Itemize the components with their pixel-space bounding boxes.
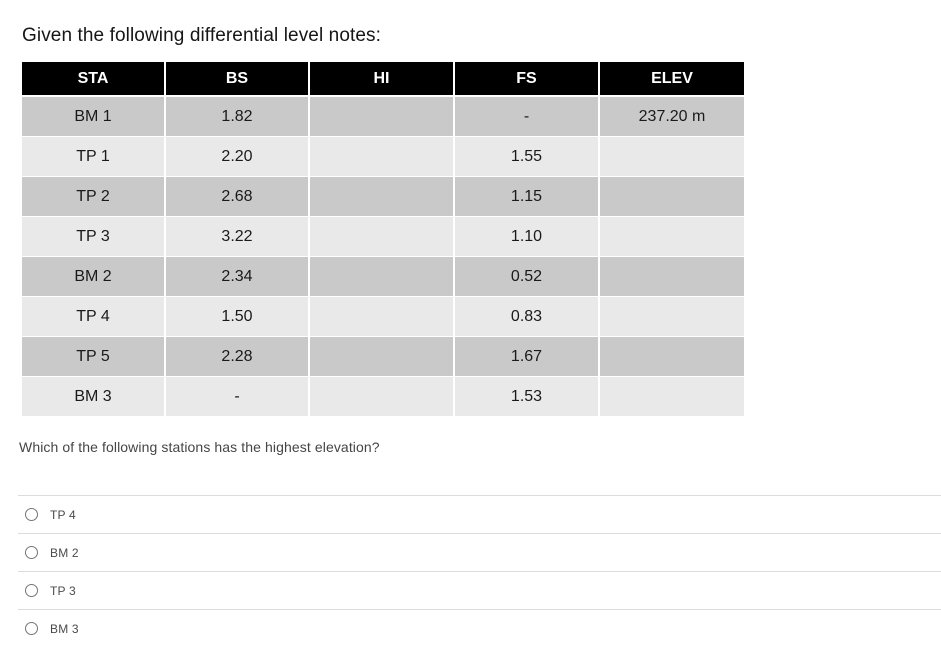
cell-bs: 2.28: [166, 337, 310, 377]
cell-hi: [310, 97, 455, 137]
column-header-elev: ELEV: [600, 62, 744, 97]
cell-sta: TP 5: [22, 337, 166, 377]
column-header-fs: FS: [455, 62, 600, 97]
option-label: TP 4: [50, 507, 76, 522]
cell-sta: BM 1: [22, 97, 166, 137]
option-row-tp3[interactable]: TP 3: [18, 571, 941, 609]
cell-fs: 1.10: [455, 217, 600, 257]
table-row: BM 2 2.34 0.52: [22, 257, 744, 297]
cell-elev: [600, 377, 744, 417]
cell-hi: [310, 377, 455, 417]
cell-elev: 237.20 m: [600, 97, 744, 137]
cell-hi: [310, 217, 455, 257]
cell-elev: [600, 177, 744, 217]
cell-fs: 0.83: [455, 297, 600, 337]
radio-button[interactable]: [25, 622, 38, 635]
cell-fs: 1.53: [455, 377, 600, 417]
cell-sta: TP 1: [22, 137, 166, 177]
question-text: Which of the following stations has the …: [19, 439, 380, 455]
cell-bs: -: [166, 377, 310, 417]
radio-button[interactable]: [25, 508, 38, 521]
cell-elev: [600, 297, 744, 337]
cell-bs: 3.22: [166, 217, 310, 257]
level-notes-table: STA BS HI FS ELEV BM 1 1.82 - 237.20 m T…: [22, 62, 744, 417]
table-row: TP 2 2.68 1.15: [22, 177, 744, 217]
cell-elev: [600, 257, 744, 297]
cell-bs: 1.50: [166, 297, 310, 337]
cell-sta: TP 2: [22, 177, 166, 217]
cell-elev: [600, 137, 744, 177]
table-row: BM 1 1.82 - 237.20 m: [22, 97, 744, 137]
cell-hi: [310, 137, 455, 177]
cell-fs: -: [455, 97, 600, 137]
cell-sta: TP 3: [22, 217, 166, 257]
column-header-sta: STA: [22, 62, 166, 97]
table-row: TP 5 2.28 1.67: [22, 337, 744, 377]
cell-bs: 2.68: [166, 177, 310, 217]
cell-hi: [310, 177, 455, 217]
table-row: TP 1 2.20 1.55: [22, 137, 744, 177]
table-row: BM 3 - 1.53: [22, 377, 744, 417]
option-label: BM 2: [50, 545, 79, 560]
cell-fs: 1.67: [455, 337, 600, 377]
cell-sta: TP 4: [22, 297, 166, 337]
option-label: TP 3: [50, 583, 76, 598]
cell-fs: 1.15: [455, 177, 600, 217]
cell-fs: 0.52: [455, 257, 600, 297]
cell-hi: [310, 297, 455, 337]
page-title: Given the following differential level n…: [22, 25, 382, 46]
cell-sta: BM 3: [22, 377, 166, 417]
table-row: TP 3 3.22 1.10: [22, 217, 744, 257]
radio-button[interactable]: [25, 546, 38, 559]
radio-button[interactable]: [25, 584, 38, 597]
option-row-tp4[interactable]: TP 4: [18, 495, 941, 533]
answer-options: TP 4 BM 2 TP 3 BM 3: [18, 495, 941, 647]
cell-hi: [310, 257, 455, 297]
cell-sta: BM 2: [22, 257, 166, 297]
table-header-row: STA BS HI FS ELEV: [22, 62, 744, 97]
cell-bs: 2.20: [166, 137, 310, 177]
cell-elev: [600, 337, 744, 377]
column-header-bs: BS: [166, 62, 310, 97]
cell-bs: 2.34: [166, 257, 310, 297]
option-label: BM 3: [50, 621, 79, 636]
column-header-hi: HI: [310, 62, 455, 97]
option-row-bm2[interactable]: BM 2: [18, 533, 941, 571]
option-row-bm3[interactable]: BM 3: [18, 609, 941, 647]
cell-fs: 1.55: [455, 137, 600, 177]
table-row: TP 4 1.50 0.83: [22, 297, 744, 337]
quiz-question-panel: Given the following differential level n…: [18, 25, 941, 647]
cell-elev: [600, 217, 744, 257]
cell-hi: [310, 337, 455, 377]
cell-bs: 1.82: [166, 97, 310, 137]
